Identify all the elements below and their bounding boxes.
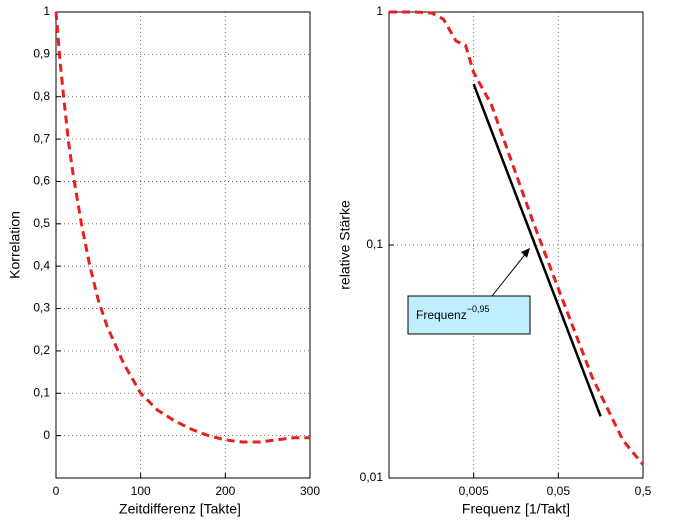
y-tick-label: 0,8 [33, 89, 50, 103]
x-tick-label: 0,5 [635, 484, 652, 498]
x-tick-label: 0 [53, 484, 60, 498]
y-tick-label: 0,1 [366, 237, 383, 251]
x-tick-label: 0,05 [547, 484, 571, 498]
plot-area [56, 12, 310, 478]
y-axis-label: relative Stärke [337, 200, 353, 290]
y-tick-label: 0,5 [33, 216, 50, 230]
x-axis-label: Zeitdifferenz [Takte] [119, 501, 241, 517]
plot-area [389, 12, 643, 478]
x-tick-label: 200 [215, 484, 235, 498]
annotation-text: Frequenz−0,95 [416, 304, 489, 322]
axes-frame [388, 11, 644, 479]
arrow-head [521, 248, 530, 258]
x-tick-label: 100 [131, 484, 151, 498]
y-tick-label: 0,1 [33, 385, 50, 399]
y-axis-label: Korrelation [7, 211, 23, 279]
annotation-box [407, 295, 531, 335]
y-tick-label: 1 [43, 4, 50, 18]
y-tick-label: 0,01 [360, 470, 384, 484]
x-tick-label: 300 [300, 484, 320, 498]
y-tick-label: 0,2 [33, 343, 50, 357]
annotation-base: Frequenz [416, 308, 467, 322]
x-axis-label: Frequenz [1/Takt] [462, 501, 570, 517]
data-line [472, 83, 602, 417]
annotation-exponent: −0,95 [467, 304, 490, 314]
axes-frame [55, 11, 311, 479]
x-tick-label: 0,005 [459, 484, 489, 498]
data-line [54, 11, 310, 444]
y-tick-label: 1 [376, 4, 383, 18]
y-tick-label: 0,6 [33, 174, 50, 188]
data-line [389, 10, 645, 466]
y-tick-label: 0,7 [33, 131, 50, 145]
y-tick-label: 0 [43, 428, 50, 442]
y-tick-label: 0,3 [33, 301, 50, 315]
y-tick-label: 0,9 [33, 47, 50, 61]
y-tick-label: 0,4 [33, 258, 50, 272]
annotation-arrow [491, 251, 528, 297]
